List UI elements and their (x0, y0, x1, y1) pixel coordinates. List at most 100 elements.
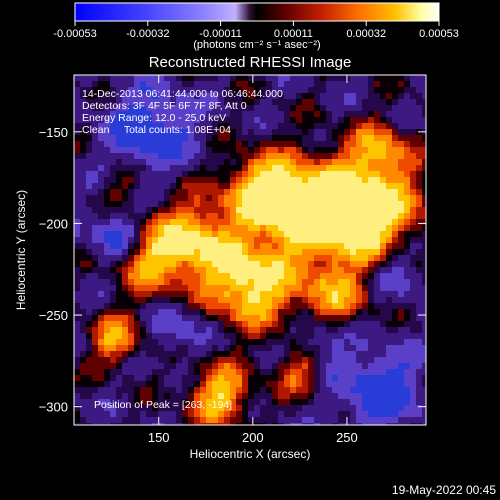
heatmap-cell (164, 237, 170, 243)
heatmap-cell (332, 375, 338, 381)
heatmap-cell (368, 159, 374, 165)
heatmap-cell (278, 285, 284, 291)
heatmap-cell (266, 291, 272, 297)
heatmap-cell (350, 381, 356, 387)
heatmap-cell (152, 81, 158, 87)
heatmap-cell (170, 297, 176, 303)
heatmap-cell (158, 279, 164, 285)
heatmap-cell (302, 291, 308, 297)
heatmap-cell (308, 225, 314, 231)
heatmap-cell (218, 225, 224, 231)
heatmap-cell (272, 165, 278, 171)
heatmap-cell (314, 399, 320, 405)
heatmap-cell (254, 327, 260, 333)
heatmap-cell (416, 279, 422, 285)
heatmap-cell (302, 333, 308, 339)
heatmap-cell (188, 225, 194, 231)
heatmap-cell (392, 315, 398, 321)
heatmap-cell (356, 231, 362, 237)
heatmap-cell (416, 267, 422, 273)
heatmap-cell (140, 81, 146, 87)
heatmap-cell (110, 393, 116, 399)
heatmap-cell (380, 369, 386, 375)
heatmap-cell (392, 393, 398, 399)
heatmap-cell (206, 231, 212, 237)
heatmap-cell (260, 141, 266, 147)
heatmap-cell (242, 351, 248, 357)
heatmap-cell (212, 213, 218, 219)
heatmap-cell (122, 369, 128, 375)
heatmap-cell (182, 153, 188, 159)
heatmap-cell (314, 327, 320, 333)
heatmap-cell (278, 243, 284, 249)
heatmap-cell (80, 207, 86, 213)
heatmap-cell (218, 393, 224, 399)
heatmap-cell (242, 399, 248, 405)
heatmap-cell (128, 303, 134, 309)
heatmap-cell (140, 285, 146, 291)
heatmap-cell (158, 399, 164, 405)
heatmap-cell (80, 267, 86, 273)
heatmap-cell (374, 123, 380, 129)
heatmap-cell (284, 177, 290, 183)
heatmap-cell (242, 99, 248, 105)
heatmap-cell (110, 123, 116, 129)
heatmap-cell (416, 423, 422, 425)
heatmap-cell (92, 273, 98, 279)
heatmap-cell (128, 363, 134, 369)
heatmap-cell (128, 405, 134, 411)
heatmap-cell (404, 405, 410, 411)
heatmap-cell (410, 357, 416, 363)
heatmap-cell (92, 105, 98, 111)
heatmap-cell (296, 399, 302, 405)
heatmap-cell (314, 363, 320, 369)
heatmap-cell (164, 285, 170, 291)
heatmap-cell (212, 111, 218, 117)
heatmap-cell (302, 231, 308, 237)
heatmap-cell (296, 189, 302, 195)
heatmap-cell (158, 177, 164, 183)
heatmap-cell (392, 375, 398, 381)
heatmap-cell (212, 201, 218, 207)
heatmap-cell (194, 135, 200, 141)
heatmap-cell (176, 165, 182, 171)
heatmap-cell (332, 249, 338, 255)
heatmap-cell (362, 369, 368, 375)
heatmap-cell (374, 417, 380, 423)
heatmap-cell (212, 159, 218, 165)
heatmap-cell (236, 147, 242, 153)
heatmap-cell (116, 165, 122, 171)
heatmap-cell (314, 171, 320, 177)
heatmap-cell (374, 135, 380, 141)
heatmap-cell (392, 285, 398, 291)
heatmap-cell (278, 369, 284, 375)
heatmap-cell (74, 303, 80, 309)
heatmap-cell (260, 219, 266, 225)
heatmap-cell (302, 381, 308, 387)
heatmap-cell (404, 417, 410, 423)
heatmap-cell (80, 339, 86, 345)
heatmap-cell (140, 333, 146, 339)
heatmap-cell (242, 411, 248, 417)
heatmap-cell (170, 351, 176, 357)
heatmap-cell (152, 141, 158, 147)
heatmap-cell (116, 177, 122, 183)
heatmap-cell (230, 129, 236, 135)
heatmap-cell (80, 327, 86, 333)
heatmap-cell (146, 273, 152, 279)
heatmap-cell (158, 339, 164, 345)
heatmap-cell (380, 381, 386, 387)
heatmap-cell (416, 249, 422, 255)
heatmap-cell (164, 273, 170, 279)
heatmap-cell (182, 363, 188, 369)
heatmap-cell (140, 309, 146, 315)
heatmap-cell (416, 177, 422, 183)
heatmap-cell (200, 387, 206, 393)
heatmap-cell (338, 315, 344, 321)
heatmap-cell (122, 165, 128, 171)
heatmap-cell (218, 267, 224, 273)
heatmap-cell (176, 291, 182, 297)
heatmap-cell (86, 345, 92, 351)
heatmap-cell (338, 201, 344, 207)
heatmap-cell (362, 189, 368, 195)
